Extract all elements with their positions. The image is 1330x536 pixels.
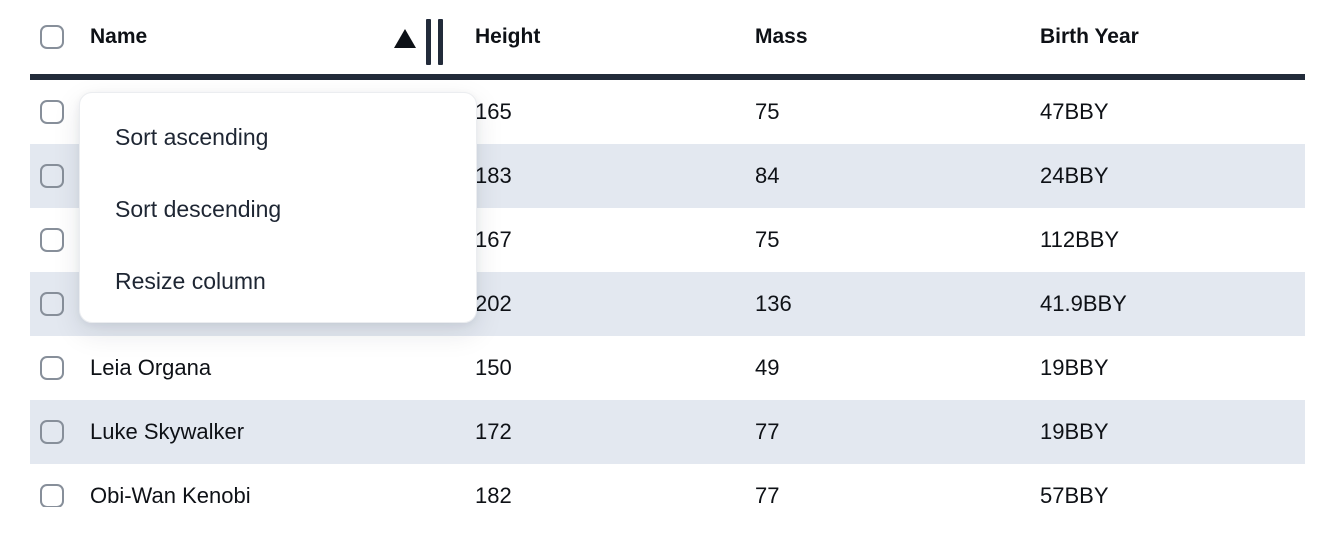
cell-birth-year: 47BBY xyxy=(1040,99,1109,124)
cell-height: 172 xyxy=(475,419,512,444)
cell-mass: 75 xyxy=(755,227,780,252)
column-header-height[interactable]: Height xyxy=(475,25,541,48)
column-header-name-label: Name xyxy=(90,25,148,48)
menu-item-sort-descending[interactable]: Sort descending xyxy=(115,195,282,222)
resize-bar-icon xyxy=(426,19,431,65)
cell-mass: 75 xyxy=(755,99,780,124)
column-resize-handle[interactable] xyxy=(426,19,443,65)
cell-height: 165 xyxy=(475,99,512,124)
cell-birth-year: 19BBY xyxy=(1040,419,1109,444)
menu-item-resize-column[interactable]: Resize column xyxy=(115,267,266,294)
row-select-cell xyxy=(30,100,80,124)
cell-birth-year: 19BBY xyxy=(1040,355,1109,380)
cell-name: Obi-Wan Kenobi xyxy=(90,483,251,507)
table-row[interactable]: Leia Organa 150 49 19BBY xyxy=(30,336,1305,400)
cell-birth-year: 57BBY xyxy=(1040,483,1109,507)
row-checkbox[interactable] xyxy=(40,420,64,444)
cell-height: 167 xyxy=(475,227,512,252)
cell-height: 202 xyxy=(475,291,512,316)
cell-mass: 136 xyxy=(755,291,792,316)
cell-mass: 49 xyxy=(755,355,780,380)
row-select-cell xyxy=(30,420,80,444)
resize-bar-icon xyxy=(438,19,443,65)
cell-height: 183 xyxy=(475,163,512,188)
cell-mass: 84 xyxy=(755,163,780,188)
column-header-birth-year[interactable]: Birth Year xyxy=(1040,25,1139,48)
column-context-menu: Sort ascending Sort descending Resize co… xyxy=(79,92,477,323)
table-row[interactable]: Luke Skywalker 172 77 19BBY xyxy=(30,400,1305,464)
row-select-cell xyxy=(30,228,80,252)
table-row[interactable]: 165 75 47BBY xyxy=(30,80,1305,144)
cell-mass: 77 xyxy=(755,419,780,444)
table-header-row: Name Height Mass Birth Year xyxy=(30,0,1305,80)
menu-item-sort-ascending[interactable]: Sort ascending xyxy=(115,123,269,150)
cell-birth-year: 112BBY xyxy=(1040,227,1120,252)
row-select-cell xyxy=(30,356,80,380)
row-checkbox[interactable] xyxy=(40,164,64,188)
cell-mass: 77 xyxy=(755,483,780,507)
cell-birth-year: 24BBY xyxy=(1040,163,1109,188)
cell-height: 150 xyxy=(475,355,512,380)
cell-birth-year: 41.9BBY xyxy=(1040,291,1127,316)
row-checkbox[interactable] xyxy=(40,292,64,316)
select-all-checkbox[interactable] xyxy=(40,25,64,49)
row-select-cell xyxy=(30,292,80,316)
row-checkbox[interactable] xyxy=(40,228,64,252)
sort-ascending-icon xyxy=(394,28,416,48)
table-row[interactable]: Obi-Wan Kenobi 182 77 57BBY xyxy=(30,464,1305,507)
cell-name: Leia Organa xyxy=(90,355,212,380)
row-select-cell xyxy=(30,484,80,507)
table-row[interactable]: 167 75 112BBY xyxy=(30,208,1305,272)
cell-height: 182 xyxy=(475,483,512,507)
row-select-cell xyxy=(30,164,80,188)
column-header-mass[interactable]: Mass xyxy=(755,25,808,48)
row-checkbox[interactable] xyxy=(40,356,64,380)
column-header-name[interactable]: Name xyxy=(80,9,475,65)
row-checkbox[interactable] xyxy=(40,484,64,507)
row-checkbox[interactable] xyxy=(40,100,64,124)
header-select-all-cell xyxy=(30,25,80,49)
sort-and-resize-group xyxy=(394,9,443,65)
cell-name: Luke Skywalker xyxy=(90,419,245,444)
